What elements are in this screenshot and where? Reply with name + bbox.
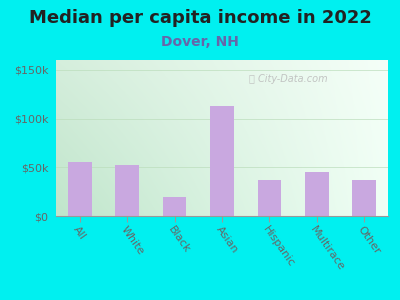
Text: Ⓠ City-Data.com: Ⓠ City-Data.com [248,74,327,84]
Bar [305,172,329,216]
Bar [258,180,281,216]
Bar [352,180,376,216]
Text: Dover, NH: Dover, NH [161,34,239,49]
Text: Median per capita income in 2022: Median per capita income in 2022 [28,9,372,27]
Bar [115,165,139,216]
Bar [163,196,186,216]
Bar [210,106,234,216]
Bar [68,162,92,216]
